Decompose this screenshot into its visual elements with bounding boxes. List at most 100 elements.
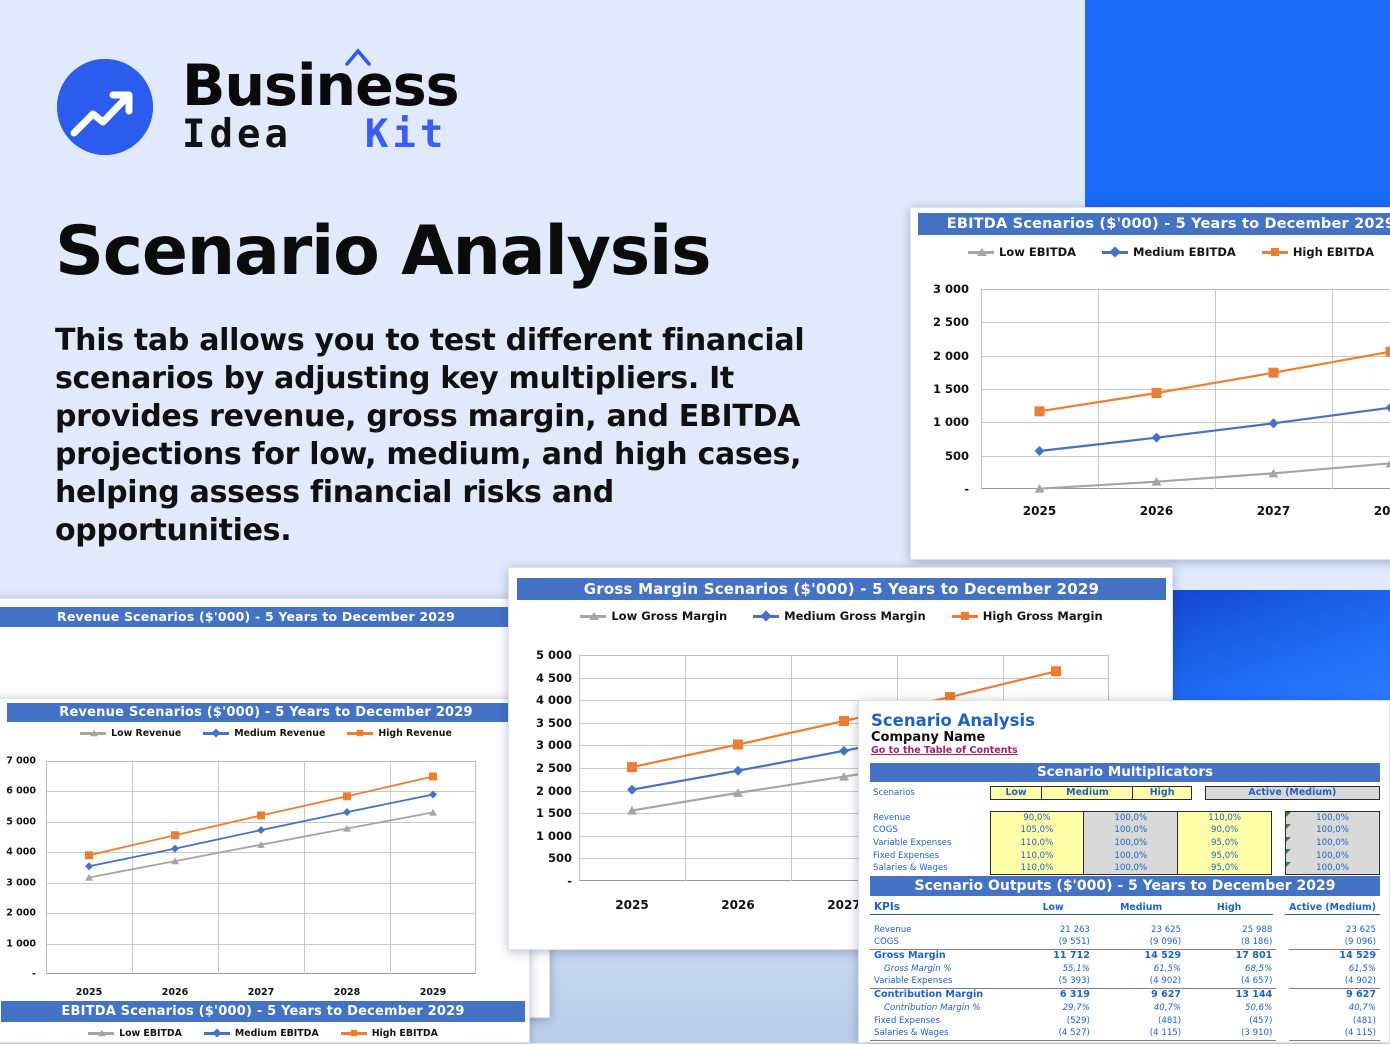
cell-high: 25 988 — [1185, 923, 1276, 936]
table-row[interactable]: COGS(9 551)(9 096)(8 186)(9 096) — [870, 936, 1380, 949]
cell-active: (4 115) — [1289, 1027, 1380, 1040]
table-header-row: Scenarios Low Medium High Active (Medium… — [870, 787, 1380, 800]
cell-low[interactable]: 105,0% — [990, 824, 1084, 837]
table-row[interactable]: Gross Margin %55,1%61,5%68,5%61,5% — [870, 962, 1380, 975]
cell-low: (529) — [1003, 1014, 1094, 1027]
cell-medium: (9 096) — [1094, 936, 1185, 949]
row-label: Variable Expenses — [870, 975, 1003, 988]
cell-active: (481) — [1289, 1014, 1380, 1027]
cell-active: (4 902) — [1289, 975, 1380, 988]
cell-high: (457) — [1185, 1014, 1276, 1027]
cell-high[interactable]: 90,0% — [1178, 824, 1272, 837]
cell-high[interactable]: 95,0% — [1178, 862, 1272, 875]
cell-low: (4 527) — [1003, 1027, 1094, 1040]
ebitda-band-title-bottom: EBITDA Scenarios ($'000) - 5 Years to De… — [1, 1001, 525, 1022]
active-flag-icon — [1286, 849, 1291, 854]
cell-high: (3 910) — [1185, 1027, 1276, 1040]
cell-medium: (481) — [1094, 1014, 1185, 1027]
row-label: Fixed Expenses — [870, 1014, 1003, 1027]
cell-medium[interactable]: 100,0% — [1084, 812, 1178, 825]
active-flag-icon — [1286, 824, 1291, 829]
cell-medium: 23 625 — [1094, 923, 1185, 936]
table-row[interactable]: Variable Expenses(5 393)(4 902)(4 657)(4… — [870, 975, 1380, 988]
cell-medium: (4 115) — [1094, 1027, 1185, 1040]
cell-high: (8 186) — [1185, 936, 1276, 949]
cell-low[interactable]: 110,0% — [990, 837, 1084, 850]
row-label: Salaries & Wages — [870, 1027, 1003, 1040]
cell-active: 14 529 — [1289, 949, 1380, 962]
outputs-col-high: High — [1185, 901, 1273, 914]
cell-medium[interactable]: 100,0% — [1084, 849, 1178, 862]
decorative-blue-block-top-right — [1085, 0, 1390, 207]
row-label: Revenue — [870, 923, 1003, 936]
scenario-panel-company: Company Name — [871, 730, 985, 745]
ebitda-chart-card[interactable]: EBITDA Scenarios ($'000) - 5 Years to De… — [910, 207, 1390, 560]
row-label: COGS — [870, 824, 990, 837]
brand-name-business: Business — [182, 53, 459, 119]
cell-active: 9 627 — [1289, 988, 1380, 1001]
cell-medium: (4 902) — [1094, 975, 1185, 988]
outputs-col-low: Low — [1009, 901, 1097, 914]
scenario-multiplicators-table[interactable]: Scenarios Low Medium High Active (Medium… — [870, 786, 1380, 812]
cell-high: 13 144 — [1185, 988, 1276, 1001]
table-of-contents-link[interactable]: Go to the Table of Contents — [871, 745, 1018, 756]
active-flag-icon — [1286, 837, 1291, 842]
cell-low[interactable]: 110,0% — [990, 862, 1084, 875]
row-label: Gross Margin — [870, 949, 1003, 962]
revenue-chart-card[interactable]: Revenue Scenarios ($'000) - 5 Years to D… — [0, 698, 530, 1043]
cell-high: 17 801 — [1185, 949, 1276, 962]
cell-medium: 40,7% — [1094, 1001, 1185, 1014]
cell-low[interactable]: 90,0% — [990, 812, 1084, 825]
cell-high[interactable]: 95,0% — [1178, 837, 1272, 850]
column-header-medium: Medium — [1042, 787, 1133, 800]
cell-high[interactable]: 110,0% — [1178, 812, 1272, 825]
scenario-panel-heading: Scenario Analysis — [871, 711, 1035, 730]
cell-active: 61,5% — [1289, 962, 1380, 975]
brand-circumflex-icon — [345, 48, 371, 66]
row-label: Fixed Expenses — [870, 849, 990, 862]
cell-high: 50,6% — [1185, 1001, 1276, 1014]
table-header-row: KPIs Low Medium High Active (Medium) — [870, 901, 1380, 914]
cell-medium[interactable]: 100,0% — [1084, 862, 1178, 875]
cell-medium[interactable]: 100,0% — [1084, 837, 1178, 850]
cell-medium: 61,5% — [1094, 962, 1185, 975]
decorative-blue-wash-bottom — [540, 950, 900, 1043]
cell-low: 21 263 — [1003, 923, 1094, 936]
chart-series-layer — [911, 208, 1390, 561]
scenario-outputs-header: KPIs Low Medium High Active (Medium) — [870, 901, 1380, 915]
outputs-col-active: Active (Medium) — [1285, 901, 1380, 914]
cell-low: 6 319 — [1003, 988, 1094, 1001]
cell-low[interactable]: 110,0% — [990, 849, 1084, 862]
cell-medium[interactable]: 100,0% — [1084, 824, 1178, 837]
legend-item-medium: Medium EBITDA — [204, 1028, 319, 1039]
row-label: COGS — [870, 936, 1003, 949]
cell-active: 100,0% — [1286, 824, 1380, 837]
table-row[interactable]: Salaries & Wages(4 527)(4 115)(3 910)(4 … — [870, 1027, 1380, 1040]
cell-medium: 14 529 — [1094, 949, 1185, 962]
page-description: This tab allows you to test different fi… — [55, 322, 845, 550]
scenario-analysis-panel[interactable]: Scenario Analysis Company Name Go to the… — [858, 700, 1390, 1043]
brand-logo: Business Idea Kit — [57, 59, 459, 156]
scenarios-label: Scenarios — [870, 787, 990, 800]
table-row[interactable]: Fixed Expenses(529)(481)(457)(481) — [870, 1014, 1380, 1027]
cell-high: 68,5% — [1185, 962, 1276, 975]
cell-low: 29,7% — [1003, 1001, 1094, 1014]
growth-chart-arrow-icon — [57, 59, 153, 155]
outputs-col-kpis: KPIs — [870, 901, 1009, 914]
cell-high[interactable]: 95,0% — [1178, 849, 1272, 862]
decorative-blue-block-middle-right — [1170, 590, 1390, 700]
table-row[interactable]: Contribution Margin %29,7%40,7%50,6%40,7… — [870, 1001, 1380, 1014]
active-flag-icon — [1286, 812, 1291, 817]
page-title: Scenario Analysis — [55, 212, 710, 291]
